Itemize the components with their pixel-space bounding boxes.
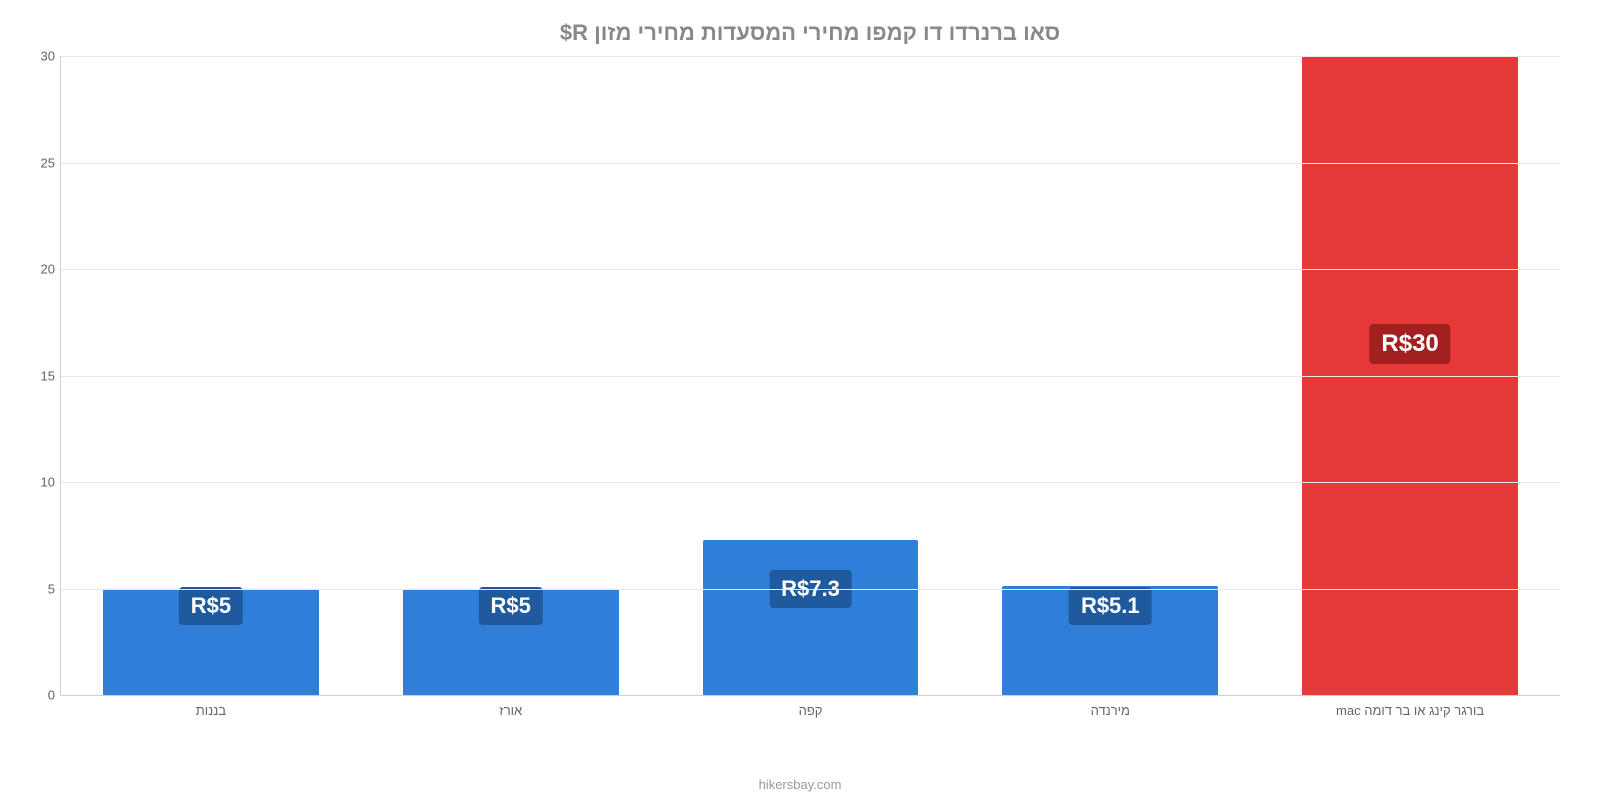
chart-ytick-label: 20 (21, 262, 55, 277)
chart-xtick-label: קפה (661, 703, 961, 718)
chart-gridline (61, 56, 1560, 57)
chart-gridline (61, 376, 1560, 377)
chart-ytick-label: 10 (21, 475, 55, 490)
chart-ytick-label: 5 (21, 581, 55, 596)
chart-bar-value-label: R$5 (479, 587, 543, 625)
chart-plot-area: R$30R$5.1R$7.3R$5R$5 בורגר קינג או בר דו… (60, 56, 1560, 696)
chart-gridline (61, 589, 1560, 590)
chart-attribution: hikersbay.com (0, 777, 1600, 792)
chart-container: סאו ברנרדו דו קמפו מחירי המסעדות מחירי מ… (0, 0, 1600, 800)
chart-xtick-label: מירנדה (960, 703, 1260, 718)
chart-bar-value-label: R$5.1 (1069, 587, 1152, 625)
chart-gridline (61, 269, 1560, 270)
chart-gridline (61, 482, 1560, 483)
chart-title: סאו ברנרדו דו קמפו מחירי המסעדות מחירי מ… (60, 20, 1560, 46)
chart-bar-value-label: R$30 (1369, 324, 1450, 364)
chart-xtick-label: אורז (361, 703, 661, 718)
chart-xtick-label: בננות (61, 703, 361, 718)
chart-bar (703, 540, 919, 695)
chart-ytick-label: 15 (21, 368, 55, 383)
chart-bar-value-label: R$5 (179, 587, 243, 625)
chart-xtick-label: בורגר קינג או בר דומה mac (1260, 703, 1560, 718)
chart-xaxis: בורגר קינג או בר דומה macמירנדהקפהאורזבנ… (61, 703, 1560, 718)
chart-ytick-label: 25 (21, 155, 55, 170)
chart-ytick-label: 0 (21, 688, 55, 703)
chart-ytick-label: 30 (21, 49, 55, 64)
chart-gridline (61, 163, 1560, 164)
